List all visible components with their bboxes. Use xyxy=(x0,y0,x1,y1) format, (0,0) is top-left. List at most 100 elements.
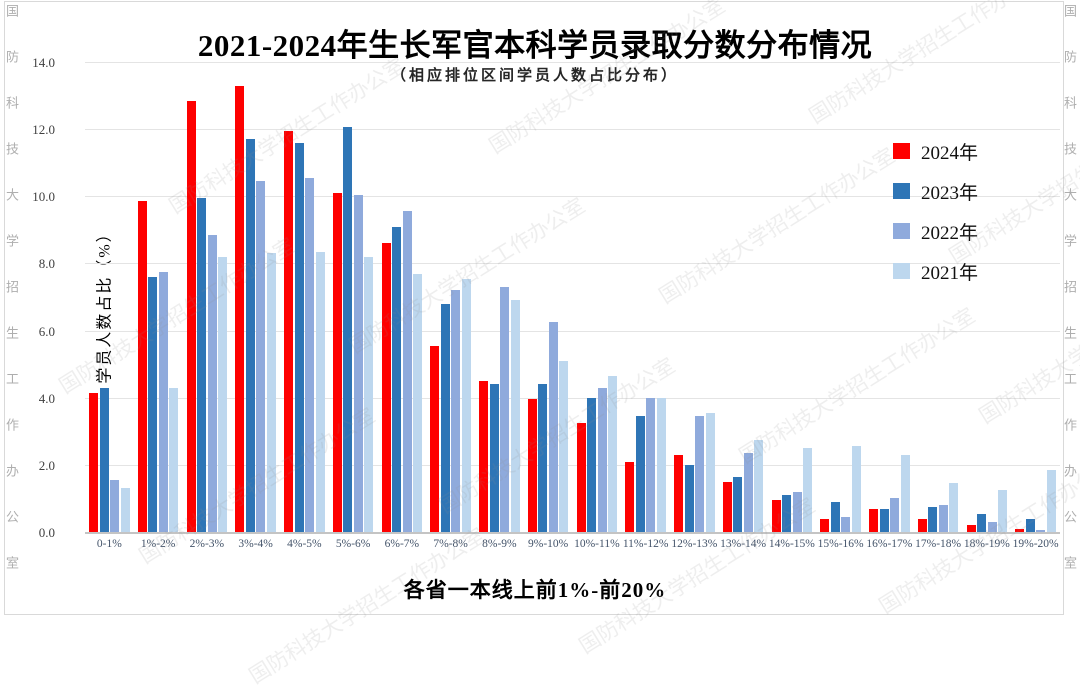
bar-2022年-14%-15% xyxy=(792,491,802,532)
bar-2022年-0-1% xyxy=(110,479,120,532)
bar-2022年-18%-19% xyxy=(987,521,997,532)
bar-2023年-7%-8% xyxy=(440,303,450,532)
bar-2024年-14%-15% xyxy=(771,500,781,532)
bar-group-3%-4% xyxy=(231,62,280,532)
x-tick-label-12%-13%: 12%-13% xyxy=(671,538,718,550)
y-tick-label-0.0: 0.0 xyxy=(38,525,55,540)
legend-swatch-icon xyxy=(893,143,910,159)
bar-group-6%-7% xyxy=(378,62,427,532)
bar-2023年-6%-7% xyxy=(392,226,402,532)
bar-2021年-10%-11% xyxy=(608,375,618,532)
bar-2021年-0-1% xyxy=(120,488,130,532)
bar-2022年-19%-20% xyxy=(1036,530,1046,532)
bar-2024年-3%-4% xyxy=(235,85,245,532)
bar-2023年-14%-15% xyxy=(782,495,792,532)
x-tick-label-17%-18%: 17%-18% xyxy=(915,538,962,550)
bar-group-8%-9% xyxy=(475,62,524,532)
legend-item-2023年: 2023年 xyxy=(893,171,978,211)
bar-group-12%-13% xyxy=(670,62,719,532)
bar-2022年-11%-12% xyxy=(646,397,656,532)
bar-2022年-13%-14% xyxy=(743,453,753,532)
bar-2023年-0-1% xyxy=(99,387,109,532)
bar-2022年-6%-7% xyxy=(402,211,412,532)
bar-2023年-18%-19% xyxy=(977,513,987,532)
bar-group-14%-15% xyxy=(768,62,817,532)
bar-2024年-10%-11% xyxy=(576,422,586,532)
y-tick-label-14.0: 14.0 xyxy=(32,55,55,70)
bar-2021年-12%-13% xyxy=(705,412,715,532)
bar-2024年-13%-14% xyxy=(722,481,732,532)
bar-2021年-5%-6% xyxy=(364,256,374,532)
bar-2024年-7%-8% xyxy=(430,345,440,532)
bar-2024年-12%-13% xyxy=(674,454,684,532)
legend-item-2024年: 2024年 xyxy=(893,131,978,171)
legend-label: 2023年 xyxy=(921,182,979,204)
bar-2022年-16%-17% xyxy=(890,498,900,532)
plot-area: 学员人数占比（%） 0.0 2.0 4.0 6.0 8.0 10.0 12.0 14.0 xyxy=(32,55,1060,540)
x-tick-label-10%-11%: 10%-11% xyxy=(574,538,620,550)
gridline-6.0 xyxy=(85,330,1060,332)
bar-2024年-4%-5% xyxy=(284,130,294,532)
bar-group-2%-3% xyxy=(183,62,232,532)
bar-2021年-8%-9% xyxy=(510,300,520,532)
bar-2021年-3%-4% xyxy=(266,253,276,532)
bar-2023年-17%-18% xyxy=(928,506,938,532)
bar-2021年-13%-14% xyxy=(754,439,764,532)
legend-swatch-icon xyxy=(893,183,910,199)
bar-2024年-1%-2% xyxy=(137,201,147,532)
bar-2021年-17%-18% xyxy=(949,483,959,532)
x-tick-label-5%-6%: 5%-6% xyxy=(335,538,371,550)
bar-2024年-19%-20% xyxy=(1015,528,1025,532)
watermark-left-edge: 国防科技大学招生工作办公室 xyxy=(4,4,19,602)
x-tick-label-14%-15%: 14%-15% xyxy=(768,538,815,550)
bar-2022年-15%-16% xyxy=(841,516,851,532)
bar-2022年-5%-6% xyxy=(353,194,363,532)
bar-2023年-11%-12% xyxy=(635,416,645,532)
bar-group-4%-5% xyxy=(280,62,329,532)
x-tick-label-13%-14%: 13%-14% xyxy=(720,538,767,550)
bar-group-13%-14% xyxy=(719,62,768,532)
bar-2023年-4%-5% xyxy=(294,142,304,532)
bar-2023年-12%-13% xyxy=(684,464,694,532)
legend-label: 2021年 xyxy=(921,262,979,284)
x-tick-label-4%-5%: 4%-5% xyxy=(287,538,322,550)
x-tick-label-11%-12%: 11%-12% xyxy=(622,538,669,550)
y-tick-label-12.0: 12.0 xyxy=(32,122,55,138)
y-tick-label-6.0: 6.0 xyxy=(38,323,55,339)
bar-2024年-8%-9% xyxy=(479,380,489,532)
bar-2024年-15%-16% xyxy=(820,518,830,532)
legend-label: 2022年 xyxy=(921,222,979,244)
bar-2021年-14%-15% xyxy=(803,448,813,532)
legend-item-2022年: 2022年 xyxy=(893,211,978,251)
bar-2021年-4%-5% xyxy=(315,251,325,532)
bar-2021年-11%-12% xyxy=(656,397,666,532)
x-tick-labels: 0-1% 1%-2% 2%-3% 3%-4% 4%-5% 5%-6% 6%-7% 7%-8% 8… xyxy=(85,538,1060,550)
bar-2023年-1%-2% xyxy=(148,276,158,532)
bar-group-0-1% xyxy=(85,62,134,532)
x-tick-label-7%-8%: 7%-8% xyxy=(433,538,468,550)
bar-2021年-1%-2% xyxy=(169,387,179,532)
x-tick-label-0-1%: 0-1% xyxy=(96,538,122,550)
y-tick-label-2.0: 2.0 xyxy=(38,457,55,473)
x-tick-label-1%-2%: 1%-2% xyxy=(140,538,176,550)
bar-2024年-6%-7% xyxy=(381,243,391,532)
legend-swatch-icon xyxy=(893,263,910,279)
bar-2023年-15%-16% xyxy=(830,501,840,532)
gridline-8.0 xyxy=(85,263,1060,265)
bar-2022年-1%-2% xyxy=(158,271,168,532)
x-tick-label-8%-9%: 8%-9% xyxy=(482,538,517,550)
bar-2022年-17%-18% xyxy=(938,505,948,532)
x-tick-label-2%-3%: 2%-3% xyxy=(189,538,225,550)
bar-group-17%-18% xyxy=(914,62,963,532)
gridline-12.0 xyxy=(85,129,1060,131)
bar-2021年-6%-7% xyxy=(413,273,423,532)
bar-2023年-2%-3% xyxy=(197,197,207,532)
bar-2021年-9%-10% xyxy=(559,360,569,532)
bar-group-7%-8% xyxy=(426,62,475,532)
bar-2021年-15%-16% xyxy=(851,446,861,532)
bar-2021年-18%-19% xyxy=(998,490,1008,532)
bar-2022年-10%-11% xyxy=(597,387,607,532)
bar-2023年-16%-17% xyxy=(879,508,889,532)
bar-2023年-10%-11% xyxy=(587,397,597,532)
bar-2024年-18%-19% xyxy=(966,525,976,532)
